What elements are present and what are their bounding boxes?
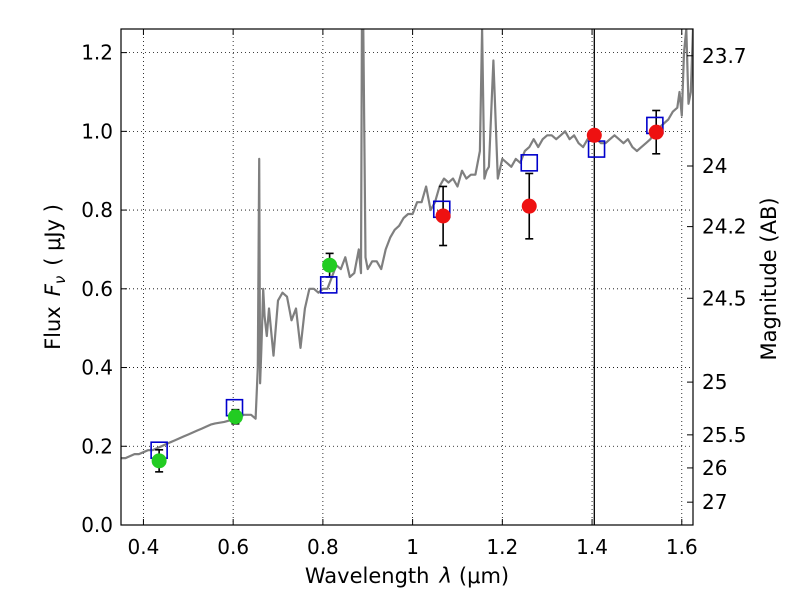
- red-point-marker: [586, 127, 602, 143]
- y-tick-label: 1.2: [81, 41, 113, 65]
- model-points-series: [150, 116, 664, 460]
- x-tick-label: 1.2: [486, 535, 518, 559]
- y-tick-label: 0.0: [81, 513, 113, 537]
- y-tick-label: 0.2: [81, 434, 113, 458]
- x-axis-label: Wavelength λ (μm): [305, 564, 509, 588]
- green-point-marker: [322, 257, 338, 273]
- red-point-marker: [648, 124, 664, 140]
- y2-tick-label: 24.2: [702, 215, 747, 239]
- y-axis-label-sub: ν: [51, 276, 69, 284]
- y2-tick-label: 25.5: [702, 423, 747, 447]
- y-axis-label-unit: ( μJy ): [41, 204, 65, 266]
- y-tick-label: 0.4: [81, 356, 113, 380]
- x-tick-label: 1.4: [576, 535, 608, 559]
- spectrum-line: [121, 29, 693, 460]
- y-axis-ticks: 0.0 0.2 0.4 0.6 0.8 1.0 1.2: [81, 41, 127, 537]
- green-point-marker: [227, 409, 243, 425]
- plot-frame: [120, 28, 694, 526]
- spectrum-series: [121, 29, 693, 460]
- y2-tick-label: 23.7: [702, 44, 747, 68]
- x-tick-label: 1: [406, 535, 419, 559]
- x-axis-label-text: Wavelength: [305, 564, 430, 588]
- model-point-square: [520, 154, 539, 172]
- y-tick-label: 0.8: [81, 198, 113, 222]
- y2-axis-ticks: 23.7 24 24.2 24.5 25 25.5 26 27: [687, 44, 747, 514]
- y2-tick-label: 24: [702, 154, 727, 178]
- x-tick-label: 0.8: [307, 535, 339, 559]
- x-axis-ticks: 0.4 0.6 0.8 1 1.2 1.4 1.6: [128, 29, 698, 559]
- y-axis-label: Flux Fν ( μJy ): [41, 204, 69, 350]
- x-axis-label-unit: (μm): [459, 564, 509, 588]
- red-point-marker: [521, 198, 537, 214]
- x-tick-label: 0.4: [128, 535, 160, 559]
- y2-tick-label: 26: [702, 456, 727, 480]
- y-axis-label-text: Flux: [41, 306, 65, 350]
- x-axis-label-symbol: λ: [438, 564, 451, 588]
- red-point-marker: [435, 208, 451, 224]
- green-point-marker: [151, 453, 167, 469]
- observed-points-series: [151, 124, 664, 469]
- y2-tick-label: 24.5: [702, 286, 747, 310]
- plot-area: [121, 29, 693, 525]
- y2-tick-label: 25: [702, 370, 727, 394]
- y2-tick-label: 27: [702, 490, 727, 514]
- model-point-square: [319, 276, 338, 294]
- x-tick-label: 1.6: [666, 535, 698, 559]
- y-axis-label-symbol: F: [41, 283, 65, 296]
- y2-axis-label: Magnitude (AB): [757, 197, 781, 360]
- y-tick-label: 0.6: [81, 277, 113, 301]
- x-tick-label: 0.6: [217, 535, 249, 559]
- y-tick-label: 1.0: [81, 119, 113, 143]
